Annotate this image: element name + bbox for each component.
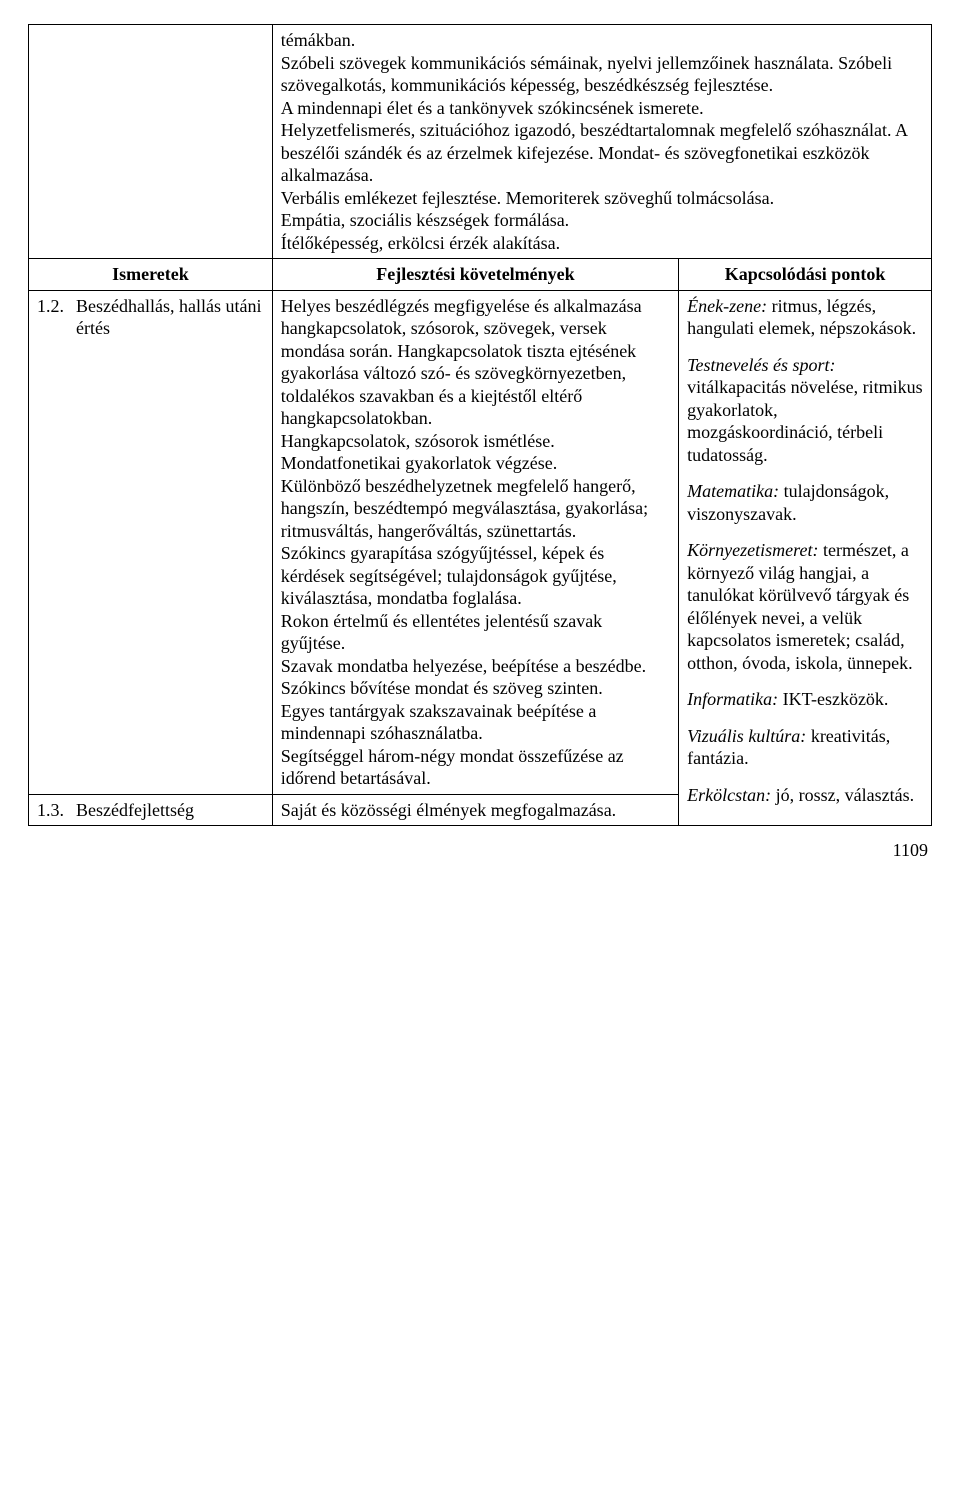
header-row: Ismeretek Fejlesztési követelmények Kapc… bbox=[29, 259, 932, 291]
header-col-1: Ismeretek bbox=[29, 259, 273, 291]
row13-number: 1.3. bbox=[37, 799, 64, 822]
row12-title: Beszédhallás, hallás utáni értés bbox=[76, 295, 264, 340]
links-group-1: Ének-zene: ritmus, légzés, hangulati ele… bbox=[687, 295, 923, 340]
row12-dev-p7: Szavak mondatba helyezése, beépítése a b… bbox=[281, 655, 670, 678]
row12-dev-p9: Egyes tantárgyak szakszavainak beépítése… bbox=[281, 700, 670, 745]
intro-cell: témákban. Szóbeli szövegek kommunikációs… bbox=[272, 25, 931, 259]
intro-line-2: Szóbeli szövegek kommunikációs sémáinak,… bbox=[281, 52, 923, 97]
intro-line-1: témákban. bbox=[281, 29, 923, 52]
links-g7-subject: Erkölcstan: bbox=[687, 785, 771, 805]
row12-links: Ének-zene: ritmus, légzés, hangulati ele… bbox=[679, 290, 932, 826]
intro-line-4: Helyzetfelismerés, szituációhoz igazodó,… bbox=[281, 119, 923, 187]
row13-dev: Saját és közösségi élmények megfogalmazá… bbox=[272, 794, 678, 826]
links-group-7: Erkölcstan: jó, rossz, választás. bbox=[687, 784, 923, 807]
links-g3-subject: Matematika: bbox=[687, 481, 779, 501]
intro-row: témákban. Szóbeli szövegek kommunikációs… bbox=[29, 25, 932, 259]
intro-line-5: Verbális emlékezet fejlesztése. Memorite… bbox=[281, 187, 923, 210]
row12-dev-p10: Segítséggel három-négy mondat összefűzés… bbox=[281, 745, 670, 790]
links-g4-subject: Környezetismeret: bbox=[687, 540, 818, 560]
header-col-3: Kapcsolódási pontok bbox=[679, 259, 932, 291]
links-group-4: Környezetismeret: természet, a környező … bbox=[687, 539, 923, 674]
curriculum-table: témákban. Szóbeli szövegek kommunikációs… bbox=[28, 24, 932, 826]
row12-dev: Helyes beszédlégzés megfigyelése és alka… bbox=[272, 290, 678, 794]
row13-ismeretek: 1.3. Beszédfejlettség bbox=[29, 794, 273, 826]
row12-dev-p5: Szókincs gyarapítása szógyűjtéssel, képe… bbox=[281, 542, 670, 610]
table-row: 1.2. Beszédhallás, hallás utáni értés He… bbox=[29, 290, 932, 794]
links-g6-subject: Vizuális kultúra: bbox=[687, 726, 806, 746]
links-g5-body: IKT-eszközök. bbox=[778, 689, 888, 709]
row12-dev-p4: Különböző beszédhelyzetnek megfelelő han… bbox=[281, 475, 670, 543]
row12-dev-p1: Helyes beszédlégzés megfigyelése és alka… bbox=[281, 295, 670, 430]
page-number: 1109 bbox=[28, 840, 932, 861]
intro-line-7: Ítélőképesség, erkölcsi érzék alakítása. bbox=[281, 232, 923, 255]
links-g7-body: jó, rossz, választás. bbox=[771, 785, 914, 805]
row12-dev-p3: Mondatfonetikai gyakorlatok végzése. bbox=[281, 452, 670, 475]
row12-dev-p8: Szókincs bővítése mondat és szöveg szint… bbox=[281, 677, 670, 700]
links-g2-subject: Testnevelés és sport: bbox=[687, 355, 835, 375]
links-g2-body: vitálkapacitás növelése, ritmikus gyakor… bbox=[687, 377, 922, 465]
row13-title: Beszédfejlettség bbox=[76, 799, 264, 822]
row12-dev-p6: Rokon értelmű és ellentétes jelentésű sz… bbox=[281, 610, 670, 655]
links-g5-subject: Informatika: bbox=[687, 689, 778, 709]
links-group-5: Informatika: IKT-eszközök. bbox=[687, 688, 923, 711]
row13-dev-text: Saját és közösségi élmények megfogalmazá… bbox=[281, 799, 670, 822]
links-group-3: Matematika: tulajdonságok, viszonyszavak… bbox=[687, 480, 923, 525]
row12-number: 1.2. bbox=[37, 295, 64, 318]
row12-ismeretek: 1.2. Beszédhallás, hallás utáni értés bbox=[29, 290, 273, 794]
intro-line-6: Empátia, szociális készségek formálása. bbox=[281, 209, 923, 232]
header-col-2: Fejlesztési követelmények bbox=[272, 259, 678, 291]
row12-dev-p2: Hangkapcsolatok, szósorok ismétlése. bbox=[281, 430, 670, 453]
links-group-2: Testnevelés és sport: vitálkapacitás növ… bbox=[687, 354, 923, 467]
intro-line-3: A mindennapi élet és a tankönyvek szókin… bbox=[281, 97, 923, 120]
intro-left-empty bbox=[29, 25, 273, 259]
links-g1-subject: Ének-zene: bbox=[687, 296, 767, 316]
links-group-6: Vizuális kultúra: kreativitás, fantázia. bbox=[687, 725, 923, 770]
